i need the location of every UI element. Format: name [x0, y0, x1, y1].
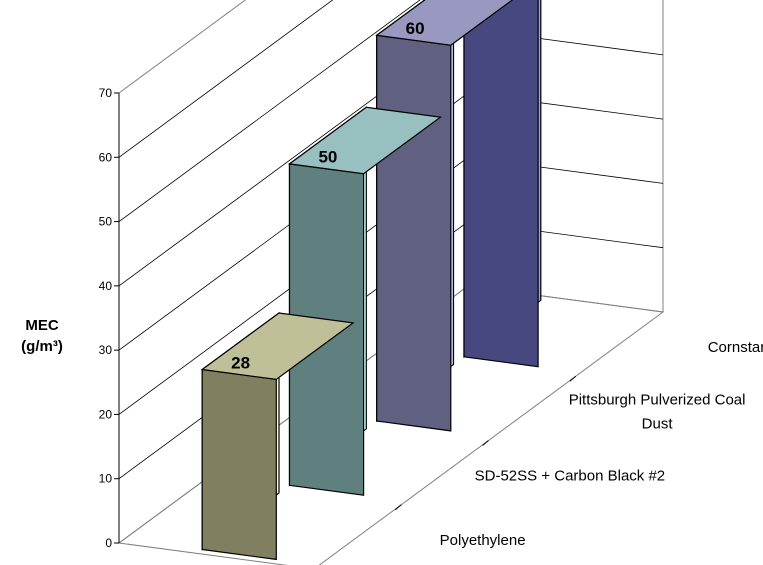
gridline	[118, 0, 421, 222]
y-tick-label: 60	[99, 150, 113, 164]
bar-side-face	[463, 0, 539, 368]
bar-top-face	[200, 312, 355, 381]
category-tick	[569, 375, 577, 382]
bar-top-face	[375, 0, 514, 46]
y-axis: 0 10 20 30 40 50 60 70	[99, 86, 120, 550]
bar: 28	[200, 311, 355, 561]
category-label-line: SD-52SS + Carbon Black #2	[475, 468, 666, 485]
bar: 60	[463, 0, 542, 368]
category-label-line: Pittsburgh Pulverized Coal	[569, 391, 746, 408]
category-tick	[482, 440, 489, 446]
y-tick-label: 0	[105, 536, 112, 550]
y-tick-label: 50	[99, 215, 113, 229]
y-axis-label-line: MEC	[25, 317, 59, 334]
y-tick-label: 20	[99, 407, 113, 421]
y-axis-label: MEC (g/m³)	[21, 317, 63, 355]
bars: 60 60 50 28	[200, 0, 542, 561]
bar-value-label: 60	[406, 19, 425, 38]
bar-side-face	[376, 34, 452, 432]
category-tick	[394, 504, 402, 511]
category-label-line: Polyethylene	[440, 532, 526, 549]
y-tick-label: 10	[99, 472, 113, 486]
category-label-line: Dust	[642, 415, 674, 432]
y-axis-label-line: (g/m³)	[21, 338, 63, 355]
y-tick-label: 40	[99, 279, 113, 293]
category-labels: Polyethylene SD-52SS + Carbon Black #2 Pit…	[440, 339, 763, 549]
bar-value-label: 50	[318, 148, 337, 167]
bar-top-face	[287, 106, 442, 175]
category-label-line: Cornstarch	[708, 339, 763, 356]
y-tick-label: 30	[99, 343, 113, 357]
category-label: Cornstarch	[708, 339, 763, 356]
bar-side-face	[201, 368, 277, 561]
bar-value-label: 28	[231, 353, 250, 372]
gridline	[118, 0, 334, 158]
category-label: SD-52SS + Carbon Black #2	[475, 468, 666, 485]
y-tick-label: 70	[99, 86, 113, 100]
category-label: Pittsburgh Pulverized Coal Dust	[569, 391, 746, 432]
category-label: Polyethylene	[440, 532, 526, 549]
